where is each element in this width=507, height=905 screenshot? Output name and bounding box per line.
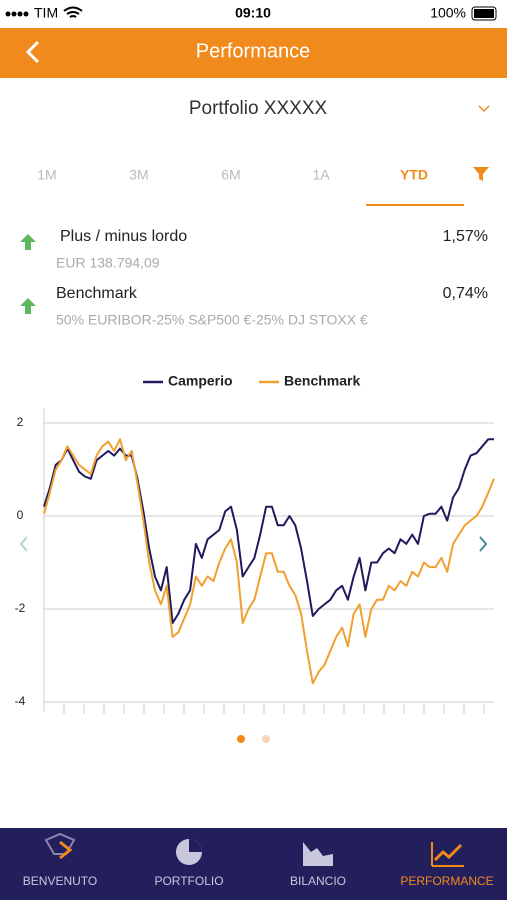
row-sub: EUR 138.794,09 xyxy=(56,255,160,271)
nav-item[interactable]: BILANCIO xyxy=(290,874,346,888)
chart-next[interactable] xyxy=(479,536,488,552)
tab[interactable]: YTD xyxy=(400,167,428,183)
tab-underline xyxy=(366,204,464,206)
y-tick-label: -2 xyxy=(15,601,26,615)
tab[interactable]: 6M xyxy=(221,167,240,183)
dropdown-arrow[interactable] xyxy=(478,105,490,113)
y-tick-label: 2 xyxy=(17,415,24,429)
back-button[interactable] xyxy=(25,40,40,64)
header-title: Performance xyxy=(196,40,311,62)
legend-label: Camperio xyxy=(168,373,233,389)
row-sub: 50% EURIBOR-25% S&P500 €-25% DJ STOXX € xyxy=(56,312,368,328)
bottom-nav xyxy=(0,828,507,900)
tab[interactable]: 1A xyxy=(312,167,330,183)
series-line xyxy=(43,438,494,624)
row-value: 0,74% xyxy=(443,285,488,302)
page-dot[interactable] xyxy=(262,735,270,743)
tab[interactable]: 1M xyxy=(37,167,56,183)
time: 09:10 xyxy=(235,5,271,21)
header xyxy=(0,28,507,78)
tab[interactable]: 3M xyxy=(129,167,148,183)
row-label: Benchmark xyxy=(56,285,138,302)
nav-item[interactable]: BENVENUTO xyxy=(23,874,97,888)
series-line xyxy=(43,438,495,685)
row-label: Plus / minus lordo xyxy=(60,228,187,245)
battery xyxy=(471,6,497,21)
row-value: 1,57% xyxy=(443,228,488,245)
legend-label: Benchmark xyxy=(284,373,360,389)
battery-text: 100% xyxy=(430,5,466,21)
status-bar xyxy=(0,0,507,28)
nav-icons xyxy=(44,832,464,867)
battery-level xyxy=(474,9,494,18)
nav-item[interactable]: PORTFOLIO xyxy=(154,874,223,888)
portfolio-select[interactable]: Portfolio XXXXX xyxy=(189,98,328,119)
page-dot-active[interactable] xyxy=(237,735,245,743)
filter-icon[interactable] xyxy=(473,167,489,181)
y-tick-label: 0 xyxy=(17,508,24,522)
y-tick-label: -4 xyxy=(15,694,26,708)
wifi xyxy=(63,6,83,18)
up-arrows xyxy=(20,234,36,314)
nav-item[interactable]: PERFORMANCE xyxy=(400,874,493,888)
carrier: TIM xyxy=(34,5,58,21)
chart-prev[interactable] xyxy=(19,536,28,552)
signal xyxy=(5,11,29,17)
